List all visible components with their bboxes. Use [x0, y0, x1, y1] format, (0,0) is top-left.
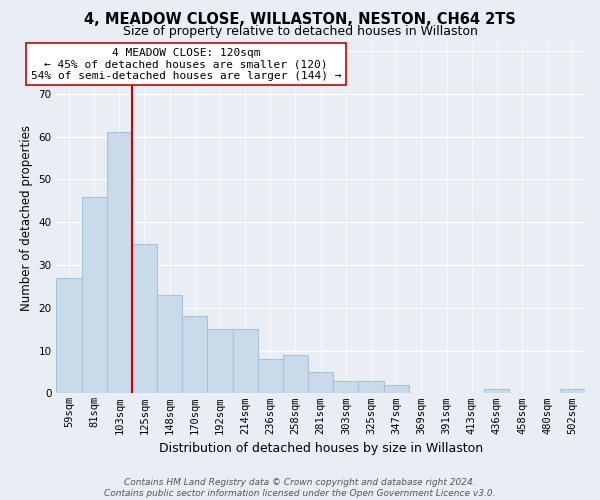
Bar: [132, 244, 157, 394]
X-axis label: Distribution of detached houses by size in Willaston: Distribution of detached houses by size …: [158, 442, 483, 455]
Text: 4 MEADOW CLOSE: 120sqm
← 45% of detached houses are smaller (120)
54% of semi-de: 4 MEADOW CLOSE: 120sqm ← 45% of detached…: [31, 48, 341, 81]
Bar: [182, 316, 208, 394]
Bar: [107, 132, 132, 394]
Bar: [383, 385, 409, 394]
Text: Contains HM Land Registry data © Crown copyright and database right 2024.
Contai: Contains HM Land Registry data © Crown c…: [104, 478, 496, 498]
Text: 4, MEADOW CLOSE, WILLASTON, NESTON, CH64 2TS: 4, MEADOW CLOSE, WILLASTON, NESTON, CH64…: [84, 12, 516, 28]
Bar: [358, 380, 383, 394]
Bar: [560, 389, 585, 394]
Text: Size of property relative to detached houses in Willaston: Size of property relative to detached ho…: [122, 25, 478, 38]
Bar: [308, 372, 333, 394]
Bar: [82, 196, 107, 394]
Bar: [56, 278, 82, 394]
Bar: [333, 380, 358, 394]
Bar: [484, 389, 509, 394]
Bar: [208, 329, 233, 394]
Bar: [258, 359, 283, 394]
Bar: [283, 355, 308, 394]
Bar: [233, 329, 258, 394]
Y-axis label: Number of detached properties: Number of detached properties: [20, 125, 33, 311]
Bar: [157, 295, 182, 394]
